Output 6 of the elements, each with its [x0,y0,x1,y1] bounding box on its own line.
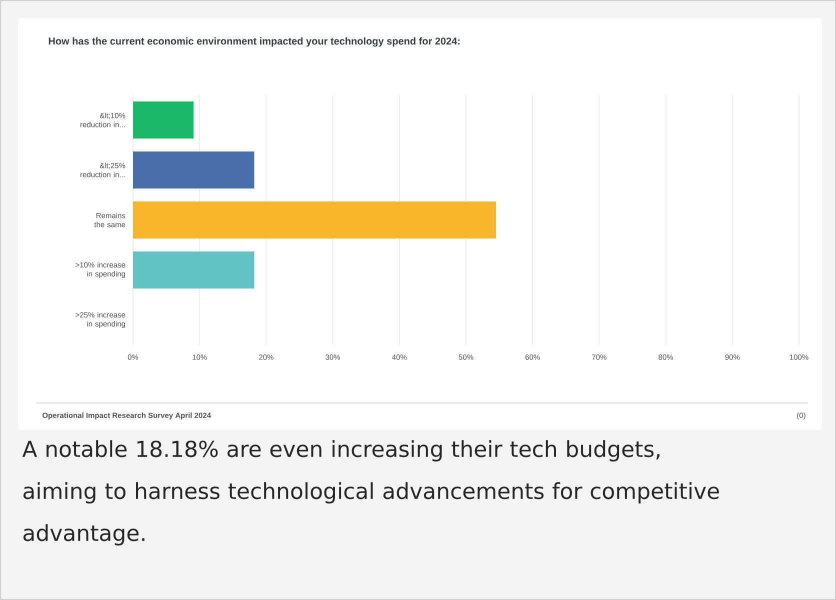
bar [133,151,254,188]
bar [133,201,496,238]
bar [133,251,254,288]
chart-title: How has the current economic environment impacted your technology spend for 2024: [48,37,460,47]
text: A notable 18.18% are even increasing their tech budgets, aiming to harness technological advancements for competitive advantage. [22,440,719,546]
bar [133,101,194,138]
